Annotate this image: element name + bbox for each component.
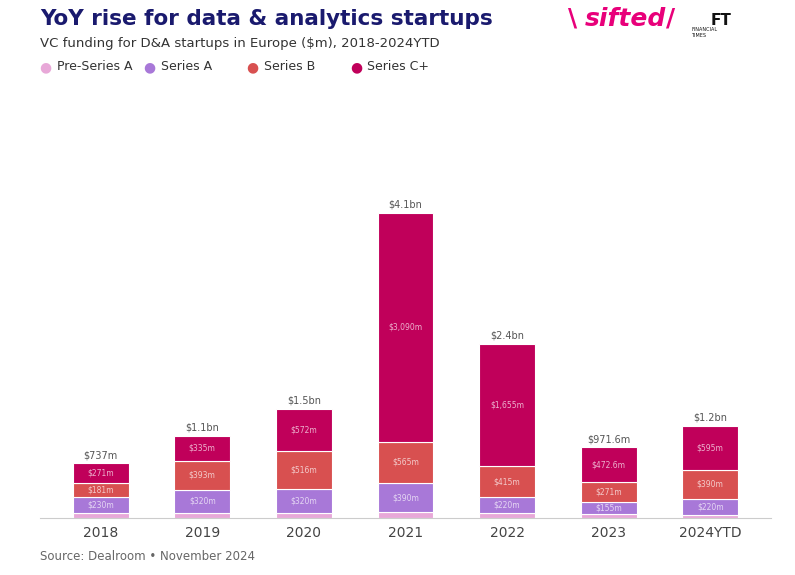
Text: $3,090m: $3,090m — [389, 323, 422, 332]
Bar — [73, 483, 129, 497]
Text: $971.6m: $971.6m — [587, 434, 630, 444]
Text: FINANCIAL
TIMES: FINANCIAL TIMES — [692, 27, 718, 38]
Text: \: \ — [568, 7, 577, 31]
Bar — [479, 344, 535, 466]
Text: ●: ● — [246, 60, 258, 74]
Text: $572m: $572m — [290, 426, 317, 434]
Text: $1.2bn: $1.2bn — [693, 413, 727, 423]
Text: $393m: $393m — [189, 470, 215, 480]
Text: Series A: Series A — [161, 60, 211, 74]
Text: $181m: $181m — [87, 485, 114, 494]
Text: $565m: $565m — [392, 458, 419, 467]
Text: $271m: $271m — [595, 488, 622, 497]
Text: $4.1bn: $4.1bn — [389, 200, 422, 209]
Text: $737m: $737m — [83, 450, 118, 460]
Bar — [73, 513, 129, 518]
Text: $2.4bn: $2.4bn — [490, 331, 524, 340]
Bar — [479, 513, 535, 518]
Text: sifted: sifted — [584, 7, 665, 31]
Text: $1.1bn: $1.1bn — [185, 423, 219, 433]
Bar — [73, 463, 129, 483]
Text: ●: ● — [350, 60, 362, 74]
Text: Series B: Series B — [264, 60, 315, 74]
Text: $335m: $335m — [189, 443, 215, 453]
Text: $516m: $516m — [290, 466, 317, 475]
Bar — [276, 409, 332, 451]
Bar — [479, 497, 535, 513]
Bar — [276, 489, 332, 513]
Bar — [73, 497, 129, 513]
Bar — [174, 461, 231, 490]
Text: $415m: $415m — [494, 477, 521, 486]
Text: $1,655m: $1,655m — [490, 400, 524, 409]
Text: $390m: $390m — [696, 480, 723, 489]
Text: $220m: $220m — [494, 501, 521, 509]
Text: $320m: $320m — [189, 497, 215, 506]
Text: Source: Dealroom • November 2024: Source: Dealroom • November 2024 — [40, 550, 254, 564]
Text: FT: FT — [711, 13, 731, 28]
Text: $220m: $220m — [697, 502, 723, 511]
Bar — [479, 466, 535, 497]
Bar — [580, 447, 637, 482]
Bar — [682, 499, 738, 515]
Text: $390m: $390m — [392, 493, 419, 503]
Text: Series C+: Series C+ — [367, 60, 429, 74]
Bar — [378, 213, 433, 442]
Text: YoY rise for data & analytics startups: YoY rise for data & analytics startups — [40, 9, 492, 29]
Bar — [682, 515, 738, 518]
Text: $1.5bn: $1.5bn — [287, 396, 321, 406]
Text: $230m: $230m — [87, 500, 114, 509]
Text: ●: ● — [143, 60, 155, 74]
Text: Pre-Series A: Pre-Series A — [57, 60, 133, 74]
Bar — [682, 470, 738, 499]
Text: $472.6m: $472.6m — [591, 460, 626, 469]
Text: $271m: $271m — [87, 469, 114, 478]
Bar — [378, 442, 433, 484]
Bar — [378, 512, 433, 518]
Text: VC funding for D&A startups in Europe ($m), 2018-2024YTD: VC funding for D&A startups in Europe ($… — [40, 37, 440, 51]
Bar — [276, 451, 332, 489]
Bar — [174, 490, 231, 513]
Text: $595m: $595m — [696, 443, 723, 452]
Bar — [378, 484, 433, 512]
Bar — [174, 436, 231, 461]
Bar — [580, 482, 637, 503]
Text: $155m: $155m — [595, 504, 622, 512]
Bar — [174, 513, 231, 518]
Bar — [276, 513, 332, 518]
Bar — [682, 426, 738, 470]
Bar — [580, 503, 637, 513]
Text: $320m: $320m — [290, 497, 317, 505]
Bar — [580, 513, 637, 518]
Text: /: / — [666, 7, 675, 31]
Text: ●: ● — [40, 60, 52, 74]
